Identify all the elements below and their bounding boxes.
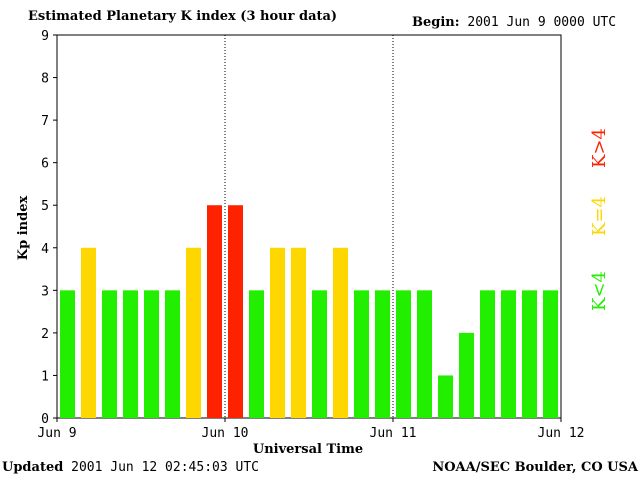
kp-bar — [543, 290, 558, 418]
kp-bar — [123, 290, 138, 418]
kp-bar — [354, 290, 369, 418]
legend-k-less-4: K<4 — [589, 271, 610, 311]
begin-value: 2001 Jun 9 0000 UTC — [467, 15, 617, 30]
y-tick-label: 1 — [41, 369, 49, 384]
legend-k-equal-4: K=4 — [589, 196, 610, 236]
kp-bar — [396, 290, 411, 418]
kp-bar — [81, 247, 96, 418]
kp-bar — [522, 290, 537, 418]
y-tick-label: 0 — [41, 412, 49, 427]
kp-bar — [459, 332, 474, 418]
kp-bar — [207, 205, 222, 418]
legend-k-greater-4: K>4 — [589, 128, 610, 168]
plot-frame — [56, 34, 562, 419]
kp-bar — [60, 290, 75, 418]
kp-bar — [312, 290, 327, 418]
begin-label: Begin: — [412, 15, 460, 30]
kp-bar — [102, 290, 117, 418]
updated-timestamp: Updated 2001 Jun 12 02:45:03 UTC — [2, 460, 259, 475]
begin-timestamp: Begin: 2001 Jun 9 0000 UTC — [412, 15, 616, 30]
kp-bar — [144, 290, 159, 418]
x-tick-label: Jun 10 — [202, 426, 249, 441]
y-tick-label: 5 — [41, 199, 49, 214]
kp-bar — [186, 247, 201, 418]
y-tick-label: 4 — [41, 242, 49, 257]
y-tick-label: 9 — [41, 29, 49, 44]
x-tick-label: Jun 11 — [370, 426, 417, 441]
kp-bar — [375, 290, 390, 418]
y-tick-label: 8 — [41, 72, 49, 87]
kp-bar — [291, 247, 306, 418]
y-axis-label: Kp index — [16, 196, 31, 261]
chart-title: Estimated Planetary K index (3 hour data… — [28, 9, 338, 24]
y-tick-label: 6 — [41, 157, 49, 172]
kp-bar — [165, 290, 180, 418]
kp-bar — [270, 247, 285, 418]
updated-label: Updated — [2, 460, 64, 475]
kp-bar — [228, 205, 243, 418]
x-tick-label: Jun 9 — [37, 426, 76, 441]
x-axis-label: Universal Time — [253, 442, 363, 457]
kp-bar — [249, 290, 264, 418]
kp-bar — [438, 375, 453, 418]
kp-bar — [417, 290, 432, 418]
y-tick-label: 2 — [41, 327, 49, 342]
credit-text: NOAA/SEC Boulder, CO USA — [432, 460, 638, 475]
y-tick-label: 7 — [41, 114, 49, 129]
kp-bar — [333, 247, 348, 418]
kp-bar — [480, 290, 495, 418]
y-tick-label: 3 — [41, 284, 49, 299]
kp-bar — [501, 290, 516, 418]
updated-value: 2001 Jun 12 02:45:03 UTC — [71, 460, 259, 475]
x-tick-label: Jun 12 — [538, 426, 585, 441]
